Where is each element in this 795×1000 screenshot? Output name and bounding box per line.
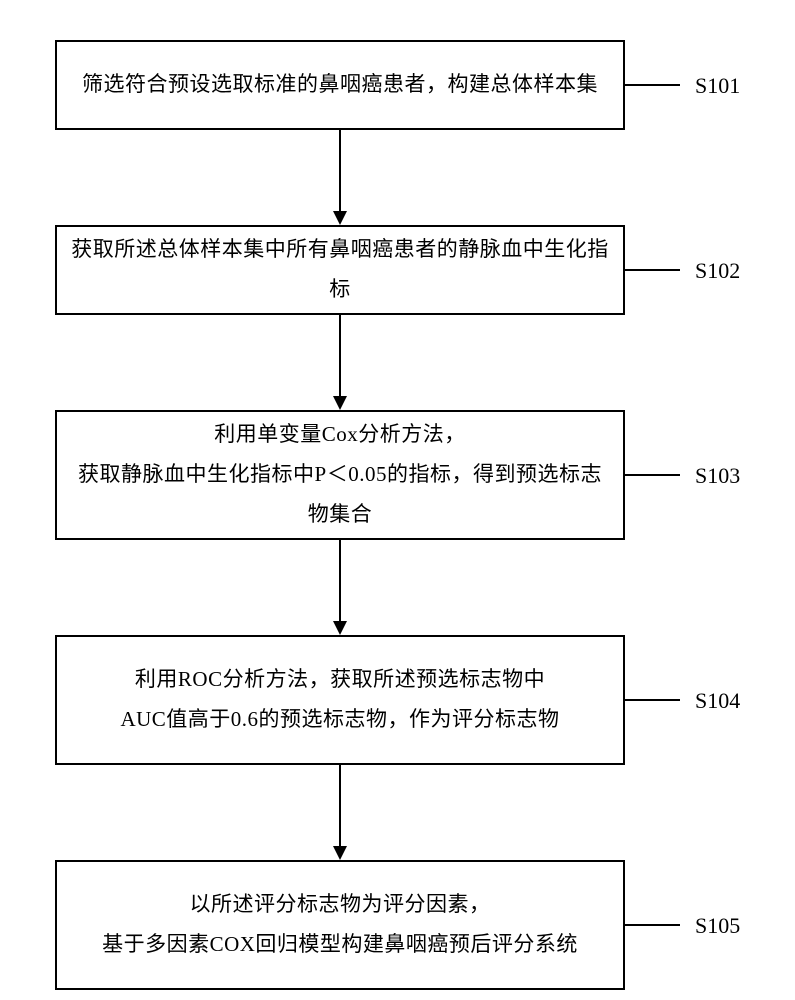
step-text-line: 基于多因素COX回归模型构建鼻咽癌预后评分系统 [102,932,578,956]
step-text-line: AUC值高于0.6的预选标志物，作为评分标志物 [120,707,559,731]
step-text: 筛选符合预设选取标准的鼻咽癌患者，构建总体样本集 [82,65,598,105]
step-text-line: 以所述评分标志物为评分因素， [190,892,491,916]
step-label-s102: S102 [695,258,740,284]
step-text-line: 利用单变量Cox分析方法， [214,422,466,446]
step-text: 利用单变量Cox分析方法， 获取静脉血中生化指标中P＜0.05的指标，得到预选标… [69,415,611,535]
step-label-s105: S105 [695,913,740,939]
step-text-line: 利用ROC分析方法，获取所述预选标志物中 [135,667,545,691]
step-text: 以所述评分标志物为评分因素， 基于多因素COX回归模型构建鼻咽癌预后评分系统 [102,885,578,965]
label-tick [625,84,680,86]
step-box-s101: 筛选符合预设选取标准的鼻咽癌患者，构建总体样本集 [55,40,625,130]
step-label-s101: S101 [695,73,740,99]
arrow-head-icon [333,396,347,410]
label-tick [625,269,680,271]
label-tick [625,924,680,926]
step-box-s104: 利用ROC分析方法，获取所述预选标志物中 AUC值高于0.6的预选标志物，作为评… [55,635,625,765]
step-text: 利用ROC分析方法，获取所述预选标志物中 AUC值高于0.6的预选标志物，作为评… [120,660,559,740]
connector-line [339,765,341,846]
step-label-s104: S104 [695,688,740,714]
connector-line [339,315,341,396]
flowchart-canvas: 筛选符合预设选取标准的鼻咽癌患者，构建总体样本集 S101 获取所述总体样本集中… [0,0,795,1000]
step-label-s103: S103 [695,463,740,489]
arrow-head-icon [333,621,347,635]
step-text: 获取所述总体样本集中所有鼻咽癌患者的静脉血中生化指标 [69,230,611,310]
step-box-s103: 利用单变量Cox分析方法， 获取静脉血中生化指标中P＜0.05的指标，得到预选标… [55,410,625,540]
label-tick [625,699,680,701]
label-tick [625,474,680,476]
step-box-s102: 获取所述总体样本集中所有鼻咽癌患者的静脉血中生化指标 [55,225,625,315]
step-box-s105: 以所述评分标志物为评分因素， 基于多因素COX回归模型构建鼻咽癌预后评分系统 [55,860,625,990]
arrow-head-icon [333,211,347,225]
step-text-line: 获取静脉血中生化指标中P＜0.05的指标，得到预选标志物集合 [78,462,602,526]
connector-line [339,540,341,621]
arrow-head-icon [333,846,347,860]
connector-line [339,130,341,211]
